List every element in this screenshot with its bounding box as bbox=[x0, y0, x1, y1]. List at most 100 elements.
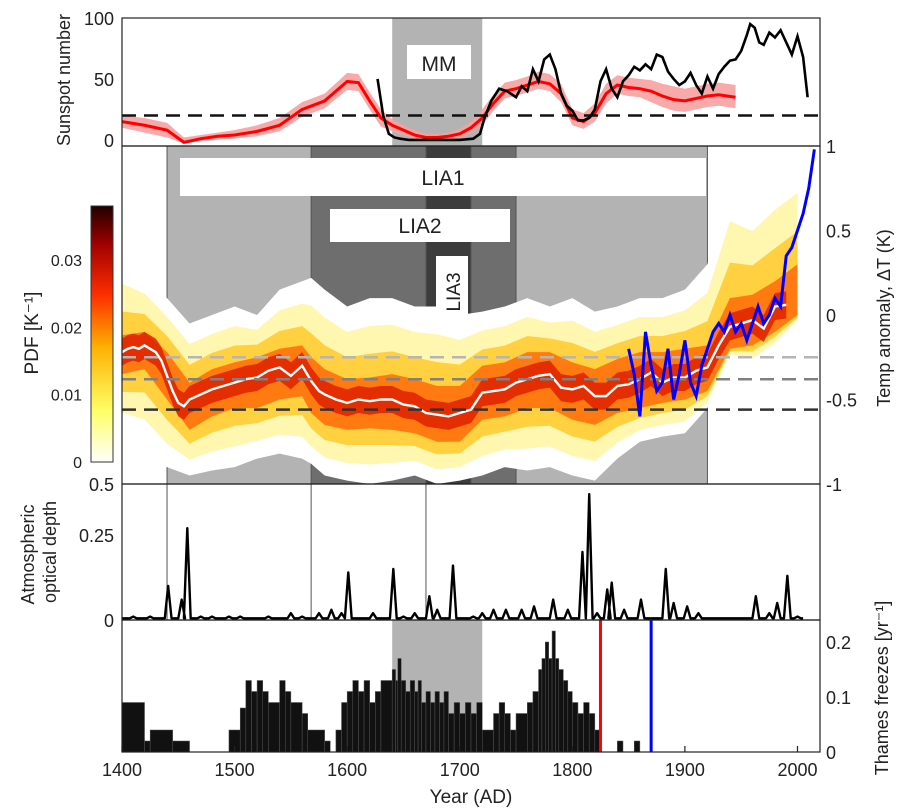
freeze-bar bbox=[555, 658, 560, 752]
thames-tick-label: 0 bbox=[826, 743, 836, 763]
lia1-label-box bbox=[180, 158, 706, 196]
freeze-bar bbox=[346, 691, 354, 752]
colorbar-tick-label: 0.03 bbox=[51, 253, 82, 270]
freeze-bar bbox=[527, 702, 534, 752]
x-tick-label: 1400 bbox=[102, 760, 142, 780]
lia2-label-box bbox=[330, 209, 510, 242]
thames-panel bbox=[122, 620, 653, 752]
sunspot-panel bbox=[122, 18, 820, 146]
freeze-bar bbox=[341, 702, 348, 752]
instrumental-temperature-line bbox=[627, 149, 816, 417]
aerosol-axis-label: Atmospheric optical depth bbox=[18, 499, 60, 604]
freeze-bar bbox=[617, 740, 624, 752]
freeze-bar bbox=[395, 680, 399, 752]
colorbar-tick-label: 0.02 bbox=[51, 320, 82, 337]
freeze-bar bbox=[307, 729, 325, 752]
freeze-bar bbox=[301, 713, 309, 752]
freeze-bar bbox=[268, 702, 280, 752]
freeze-bar bbox=[122, 702, 145, 752]
aerosol-panel bbox=[122, 484, 804, 620]
freeze-bar bbox=[545, 641, 549, 752]
x-tick-label: 1900 bbox=[665, 760, 705, 780]
freeze-bar bbox=[239, 707, 247, 752]
lia2-label: LIA2 bbox=[398, 215, 441, 238]
thames-tick-label: 0.2 bbox=[826, 633, 851, 653]
freeze-bar bbox=[459, 713, 466, 752]
freeze-bar bbox=[144, 740, 151, 752]
freeze-bar bbox=[397, 658, 402, 752]
x-tick-label: 1700 bbox=[440, 760, 480, 780]
freeze-bar bbox=[482, 729, 494, 752]
freeze-bar bbox=[498, 702, 506, 752]
tick-labels: 1400 1500 1600 1700 1800 1900 2000 0 50 100 1 0.5 0 -… bbox=[51, 9, 857, 780]
freeze-bar bbox=[245, 680, 252, 752]
aerosol-tick-label: 0.25 bbox=[79, 526, 114, 546]
freeze-bar bbox=[279, 680, 286, 752]
lia1-label: LIA1 bbox=[421, 167, 464, 190]
freeze-bar bbox=[453, 702, 460, 752]
freeze-bar bbox=[369, 702, 376, 752]
freeze-bar bbox=[405, 691, 411, 752]
temp-tick-label: 0 bbox=[826, 306, 836, 326]
freeze-bar bbox=[262, 691, 269, 752]
freeze-bar bbox=[577, 713, 584, 752]
freeze-bar bbox=[284, 691, 292, 752]
optical-depth-line bbox=[122, 493, 804, 620]
freeze-bar bbox=[448, 713, 455, 752]
freeze-bar bbox=[588, 713, 596, 752]
freeze-bar bbox=[541, 658, 546, 752]
freeze-bar bbox=[551, 630, 556, 752]
freeze-bar bbox=[558, 669, 564, 752]
freeze-bar bbox=[358, 691, 365, 752]
temp-tick-label: -1 bbox=[826, 475, 842, 495]
freeze-bar bbox=[375, 691, 382, 752]
freeze-bar bbox=[633, 740, 641, 752]
freeze-bar bbox=[470, 713, 477, 752]
temp-tick-label: -0.5 bbox=[826, 391, 857, 411]
aerosol-tick-label: 0 bbox=[104, 611, 114, 631]
panel-frame bbox=[121, 619, 821, 753]
freeze-bar bbox=[251, 691, 258, 752]
freeze-bar bbox=[409, 680, 415, 752]
sunspot-tick-label: 50 bbox=[94, 70, 114, 90]
observed-sunspot-line bbox=[376, 21, 809, 142]
freeze-bar bbox=[476, 702, 483, 752]
freeze-bar bbox=[335, 729, 342, 752]
temp-axis-label: Temp anomaly, ΔT (K) bbox=[874, 229, 894, 406]
freeze-bar bbox=[439, 702, 445, 752]
freeze-bar bbox=[391, 669, 396, 752]
x-tick-label: 1600 bbox=[327, 760, 367, 780]
temp-tick-label: 0.5 bbox=[826, 222, 851, 242]
temperature-panel bbox=[122, 146, 820, 484]
freeze-bar bbox=[149, 729, 173, 752]
freeze-bar bbox=[256, 680, 263, 752]
reconstruction-series-line bbox=[122, 79, 736, 144]
freeze-bar bbox=[563, 680, 569, 752]
x-tick-label: 2000 bbox=[777, 760, 817, 780]
freeze-bar bbox=[421, 702, 427, 752]
x-axis-label: Year (AD) bbox=[430, 787, 513, 808]
colorbar-tick-label: 0.01 bbox=[51, 388, 82, 405]
thames-axis-label: Thames freezes [yr⁻¹] bbox=[872, 601, 892, 776]
freeze-bar bbox=[515, 713, 528, 752]
sunspot-axis-label: Sunspot number bbox=[54, 14, 74, 146]
freeze-bar bbox=[493, 713, 500, 752]
thames-tick-label: 0.1 bbox=[826, 688, 851, 708]
freeze-bar bbox=[465, 702, 472, 752]
freeze-bar bbox=[425, 691, 431, 752]
colorbar bbox=[90, 205, 114, 463]
pdf-envelope-peak bbox=[122, 291, 787, 430]
freeze-bar bbox=[352, 680, 359, 752]
freeze-bar bbox=[583, 702, 590, 752]
freeze-bar bbox=[363, 680, 370, 752]
freeze-bar bbox=[400, 680, 406, 752]
freeze-bar bbox=[172, 740, 190, 752]
freeze-bar bbox=[572, 702, 579, 752]
x-tick-label: 1800 bbox=[552, 760, 592, 780]
colorbar-tick-label: 0 bbox=[73, 455, 82, 472]
freeze-bar bbox=[290, 702, 303, 752]
freeze-bar bbox=[380, 680, 393, 752]
freeze-bar bbox=[324, 740, 331, 752]
freeze-bar bbox=[538, 669, 543, 752]
